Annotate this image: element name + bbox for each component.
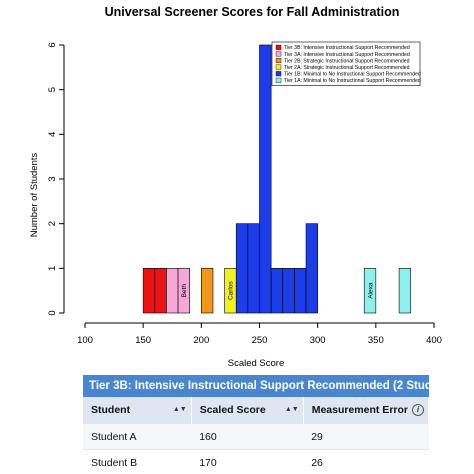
column-header-label: Student xyxy=(91,404,131,416)
cell-measurement-error: 29 xyxy=(303,423,429,450)
sort-icon[interactable]: ▲▼ xyxy=(284,406,299,413)
legend-entry: Tier 2A: Strategic Instructional Support… xyxy=(284,65,410,71)
legend-entry: Tier 2B: Strategic Instructional Support… xyxy=(284,58,410,64)
histogram-bar xyxy=(363,268,377,314)
cell-measurement-error: 26 xyxy=(303,449,429,474)
x-axis-label: Scaled Score xyxy=(228,358,285,369)
bar-student-label: Carlos xyxy=(228,281,235,301)
table-header-row: Student ▲▼ Scaled Score ▲▼ Measurement E… xyxy=(83,397,429,424)
histogram-bar xyxy=(247,223,260,314)
column-header-scaled-score[interactable]: Scaled Score ▲▼ xyxy=(191,397,304,424)
legend-swatch xyxy=(275,58,282,64)
histogram-bar xyxy=(282,268,295,314)
x-tick-label: 200 xyxy=(193,335,209,346)
students-table: Student ▲▼ Scaled Score ▲▼ Measurement E… xyxy=(83,397,429,474)
panel-header[interactable]: Tier 3B: Intensive Instructional Support… xyxy=(83,375,429,397)
x-axis: 100 150 200 250 300 350 400 xyxy=(77,322,442,346)
histogram-bar xyxy=(398,268,412,314)
histogram-bar xyxy=(235,223,249,314)
y-tick-label: 5 xyxy=(47,87,58,92)
legend: Tier 3B: Intensive Instructional Support… xyxy=(271,41,421,86)
bar-student-label: Beth xyxy=(181,284,188,298)
legend-swatch xyxy=(275,51,282,57)
histogram-bar xyxy=(166,268,179,314)
table-row[interactable]: Student A 160 29 xyxy=(83,423,429,450)
legend-swatch xyxy=(275,77,282,83)
x-tick-label: 300 xyxy=(310,335,326,346)
cell-student: Student A xyxy=(83,423,192,450)
bars: Beth Carlos Alexa xyxy=(142,44,412,314)
legend-box xyxy=(271,41,421,86)
cell-scaled-score: 170 xyxy=(191,449,304,474)
chart-title: Universal Screener Scores for Fall Admin… xyxy=(105,5,400,19)
y-tick-label: 4 xyxy=(47,132,58,137)
column-header-student[interactable]: Student ▲▼ xyxy=(83,397,192,424)
legend-entry: Tier 1A: Minimal to No Instructional Sup… xyxy=(284,78,421,84)
legend-entry: Tier 3B: Intensive Instructional Support… xyxy=(284,45,410,51)
column-header-label: Scaled Score xyxy=(199,404,266,416)
y-tick-label: 0 xyxy=(47,310,58,315)
legend-swatch xyxy=(275,71,282,77)
legend-swatch xyxy=(275,44,282,50)
tier-students-panel: Tier 3B: Intensive Instructional Support… xyxy=(83,375,429,474)
legend-entry: Tier 3A: Intensive Instructional Support… xyxy=(284,52,410,58)
legend-entry: Tier 1B: Minimal to No Instructional Sup… xyxy=(284,72,421,78)
y-tick-label: 1 xyxy=(47,266,58,271)
histogram-bar xyxy=(305,223,318,314)
histogram-bar xyxy=(201,268,214,314)
y-tick-label: 2 xyxy=(47,221,58,226)
y-axis: 0 1 2 3 4 5 6 xyxy=(47,42,65,316)
x-tick-label: 350 xyxy=(368,335,384,346)
histogram-bar xyxy=(142,268,156,314)
y-tick-label: 6 xyxy=(47,42,58,47)
histogram-bar xyxy=(259,44,272,314)
cell-scaled-score: 160 xyxy=(191,423,304,450)
histogram-bar xyxy=(294,268,307,314)
histogram-bar xyxy=(270,268,284,314)
y-axis-label: Number of Students xyxy=(29,153,40,238)
histogram-bar xyxy=(177,268,190,314)
x-tick-label: 250 xyxy=(252,335,268,346)
sort-icon[interactable]: ▲▼ xyxy=(172,406,187,413)
x-tick-label: 100 xyxy=(77,335,93,346)
histogram-chart: Universal Screener Scores for Fall Admin… xyxy=(29,5,442,369)
info-icon[interactable]: i xyxy=(412,404,424,416)
legend-swatch xyxy=(275,64,282,70)
x-tick-label: 150 xyxy=(135,335,151,346)
bar-student-label: Alexa xyxy=(367,282,374,299)
histogram-bar xyxy=(154,268,167,314)
column-header-measurement-error[interactable]: Measurement Error i xyxy=(303,397,429,424)
column-header-label: Measurement Error xyxy=(311,404,408,416)
table-row[interactable]: Student B 170 26 xyxy=(83,449,429,474)
x-tick-label: 400 xyxy=(426,335,442,346)
cell-student: Student B xyxy=(83,449,192,474)
y-tick-label: 3 xyxy=(47,176,58,181)
